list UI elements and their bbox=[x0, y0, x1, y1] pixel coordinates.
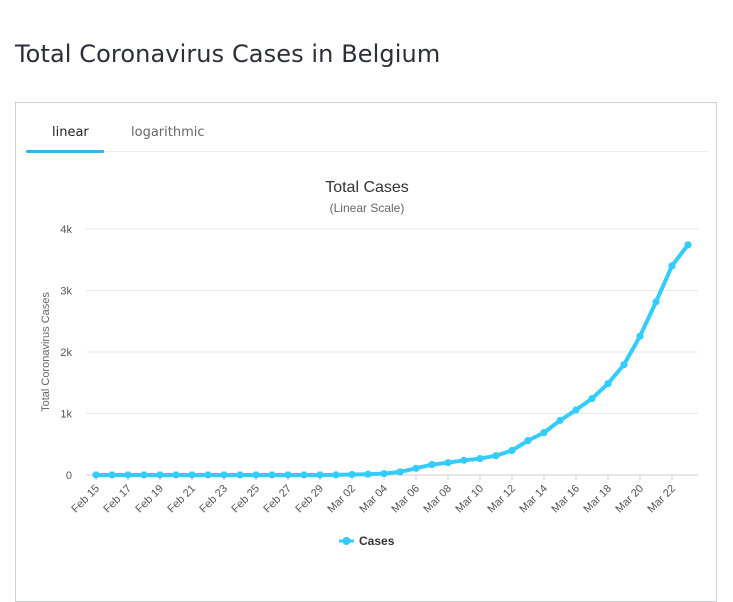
y-tick-label: 2k bbox=[60, 347, 72, 359]
series-line-cases bbox=[94, 242, 690, 477]
x-tick-label: Mar 16 bbox=[549, 483, 582, 516]
data-point[interactable] bbox=[108, 471, 116, 479]
y-tick-label: 3k bbox=[60, 286, 72, 298]
total-cases-chart: Total Cases (Linear Scale) Total Coronav… bbox=[40, 179, 698, 548]
y-tick-label: 0 bbox=[66, 470, 72, 482]
data-point[interactable] bbox=[220, 471, 228, 479]
page-title: Total Coronavirus Cases in Belgium bbox=[15, 40, 441, 68]
x-tick-label: Feb 29 bbox=[293, 483, 326, 516]
data-point[interactable] bbox=[620, 361, 628, 369]
x-tick-label: Mar 22 bbox=[645, 483, 678, 516]
data-point[interactable] bbox=[140, 471, 148, 479]
y-axis-ticks: 0 1k 2k 3k 4k bbox=[60, 224, 72, 482]
data-point[interactable] bbox=[540, 429, 548, 437]
data-point[interactable] bbox=[492, 452, 500, 460]
data-point[interactable] bbox=[524, 437, 532, 445]
data-point[interactable] bbox=[556, 416, 564, 425]
legend[interactable]: Cases bbox=[339, 534, 395, 548]
scale-tabs: linear logarithmic bbox=[26, 103, 708, 153]
x-tick-label: Mar 04 bbox=[357, 483, 390, 516]
y-axis-label: Total Coronavirus Cases bbox=[40, 292, 52, 412]
series-cases bbox=[92, 241, 692, 479]
data-point[interactable] bbox=[236, 471, 244, 479]
data-point[interactable] bbox=[172, 471, 180, 479]
x-tick-label: Mar 14 bbox=[517, 483, 550, 516]
data-point[interactable] bbox=[300, 471, 308, 479]
data-point[interactable] bbox=[204, 471, 212, 479]
y-tick-label: 4k bbox=[60, 224, 72, 236]
data-point[interactable] bbox=[604, 380, 612, 388]
data-point[interactable] bbox=[412, 464, 420, 472]
x-tick-label: Feb 23 bbox=[197, 483, 230, 516]
data-point[interactable] bbox=[252, 471, 260, 479]
x-tick-label: Feb 25 bbox=[229, 483, 262, 516]
data-point[interactable] bbox=[284, 471, 292, 479]
x-tick-label: Mar 02 bbox=[325, 483, 358, 516]
x-tick-label: Mar 12 bbox=[485, 483, 518, 516]
data-point[interactable] bbox=[652, 298, 660, 306]
data-point[interactable] bbox=[348, 470, 356, 479]
x-tick-label: Mar 10 bbox=[453, 483, 486, 516]
x-axis-ticks: Feb 15 Feb 17 Feb 19 Feb 21 Feb 23 Feb 25 Feb … bbox=[69, 475, 678, 515]
data-point[interactable] bbox=[156, 471, 164, 479]
data-point[interactable] bbox=[380, 469, 388, 478]
data-point[interactable] bbox=[460, 456, 468, 464]
x-tick-label: Feb 21 bbox=[165, 483, 198, 516]
data-point[interactable] bbox=[316, 471, 324, 479]
data-point[interactable] bbox=[572, 406, 580, 414]
data-point[interactable] bbox=[508, 446, 516, 455]
data-point[interactable] bbox=[92, 471, 100, 479]
data-point[interactable] bbox=[188, 471, 196, 479]
tab-linear[interactable]: linear bbox=[52, 125, 89, 140]
data-point[interactable] bbox=[636, 332, 644, 340]
data-point[interactable] bbox=[428, 461, 436, 469]
x-tick-label: Mar 20 bbox=[613, 483, 646, 516]
legend-label-cases: Cases bbox=[359, 534, 395, 548]
x-tick-label: Mar 06 bbox=[389, 483, 422, 516]
data-point[interactable] bbox=[268, 471, 276, 479]
x-tick-label: Feb 19 bbox=[133, 483, 166, 516]
data-point[interactable] bbox=[588, 394, 596, 403]
x-tick-label: Mar 08 bbox=[421, 483, 454, 516]
x-tick-label: Feb 15 bbox=[69, 483, 102, 516]
data-point[interactable] bbox=[332, 471, 340, 479]
data-point[interactable] bbox=[444, 459, 452, 467]
x-tick-label: Feb 27 bbox=[261, 483, 294, 516]
chart-card: linear logarithmic Total Cases (Linear S… bbox=[15, 102, 717, 602]
y-tick-label: 1k bbox=[60, 409, 72, 421]
data-point[interactable] bbox=[364, 470, 372, 478]
tab-logarithmic[interactable]: logarithmic bbox=[131, 125, 205, 140]
chart-subtitle: (Linear Scale) bbox=[330, 201, 405, 215]
gridlines bbox=[86, 228, 698, 476]
data-point[interactable] bbox=[684, 241, 692, 249]
active-tab-indicator bbox=[26, 150, 104, 153]
chart-title: Total Cases bbox=[325, 179, 409, 196]
data-point[interactable] bbox=[668, 262, 676, 270]
data-point[interactable] bbox=[396, 468, 404, 476]
x-tick-label: Feb 17 bbox=[101, 483, 134, 516]
data-point[interactable] bbox=[476, 454, 484, 463]
legend-marker bbox=[342, 537, 351, 545]
data-point[interactable] bbox=[124, 471, 132, 479]
x-tick-label: Mar 18 bbox=[581, 483, 614, 516]
